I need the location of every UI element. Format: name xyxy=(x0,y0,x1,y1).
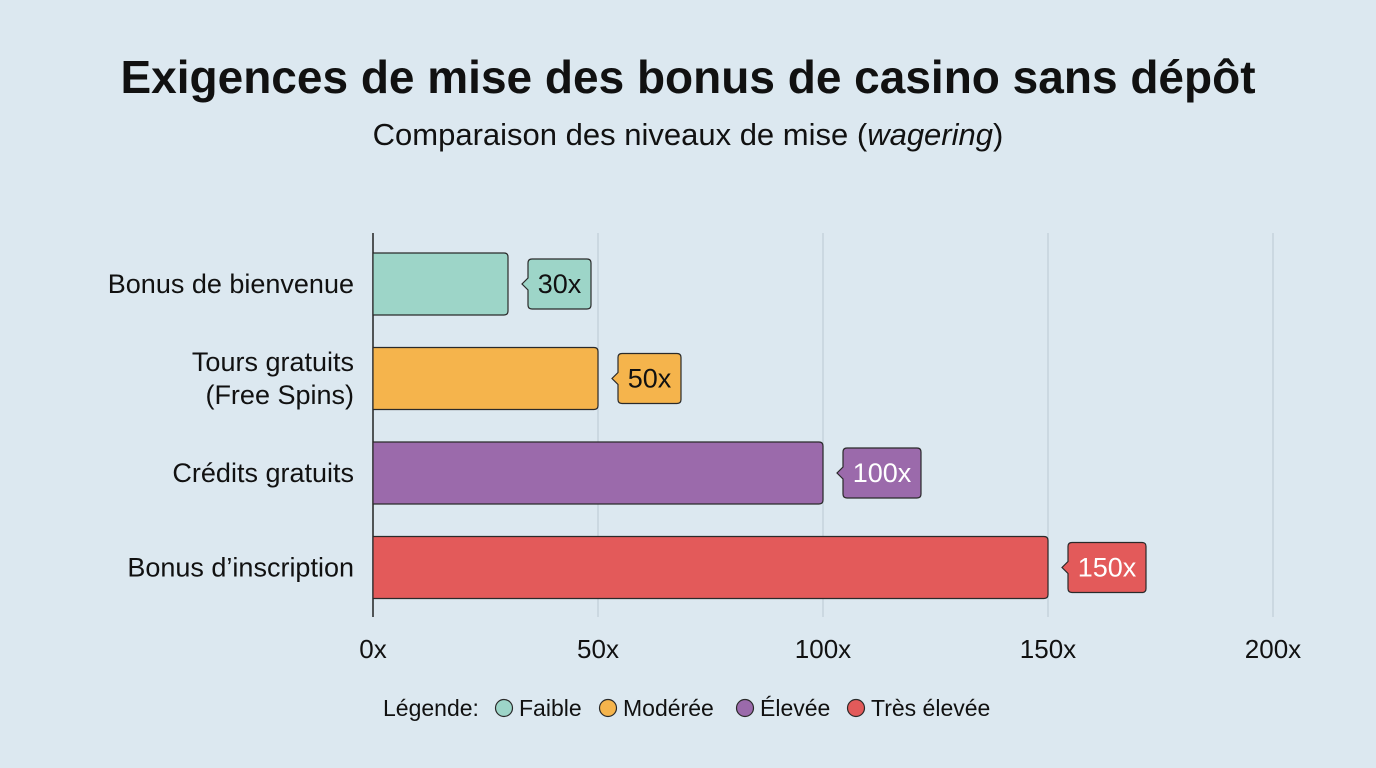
category-label: Bonus de bienvenue xyxy=(108,269,354,299)
subtitle-emphasis: wagering xyxy=(867,117,993,152)
bar-layer xyxy=(372,252,1049,600)
category-labels: Bonus de bienvenue Tours gratuits(Free Sp… xyxy=(108,269,354,583)
value-label: 100x xyxy=(853,458,912,488)
legend-label: Faible xyxy=(519,695,582,721)
subtitle-text: Comparaison des niveaux de mise ( xyxy=(373,117,868,152)
x-tick-label: 100x xyxy=(795,634,851,664)
legend: Légende: Faible Modérée Élevée Très élevée xyxy=(383,695,990,721)
x-tick-label: 0x xyxy=(359,634,386,664)
chart-title: Exigences de mise des bonus de casino sa… xyxy=(120,51,1255,103)
category-label: Crédits gratuits xyxy=(172,458,354,488)
legend-label: Modérée xyxy=(623,695,714,721)
x-tick-label: 50x xyxy=(577,634,619,664)
value-label: 50x xyxy=(628,364,672,394)
legend-swatch xyxy=(494,698,514,718)
x-axis-ticks: 0x 50x 100x 150x 200x xyxy=(359,634,1301,664)
category-label: Tours gratuits xyxy=(192,347,354,377)
bar xyxy=(372,346,599,411)
value-label: 150x xyxy=(1078,553,1137,583)
bar xyxy=(372,441,824,505)
legend-label: Élevée xyxy=(760,695,830,721)
legend-label: Très élevée xyxy=(871,695,990,721)
x-tick-label: 200x xyxy=(1245,634,1301,664)
bar xyxy=(372,535,1049,600)
value-callout xyxy=(521,258,592,310)
legend-swatch xyxy=(846,698,866,718)
subtitle-text-end: ) xyxy=(993,117,1003,152)
legend-swatch xyxy=(598,698,618,718)
value-callout xyxy=(1061,541,1147,594)
value-labels: 30x 50x 100x 150x xyxy=(521,258,1147,594)
chart-subtitle: Comparaison des niveaux de mise (wagerin… xyxy=(373,117,1004,152)
legend-title: Légende: xyxy=(383,695,479,721)
x-tick-label: 150x xyxy=(1020,634,1076,664)
category-label: Bonus d’inscription xyxy=(127,553,354,583)
bar xyxy=(372,252,509,316)
value-label: 30x xyxy=(538,269,582,299)
category-label: (Free Spins) xyxy=(205,380,354,410)
value-callout xyxy=(836,447,922,499)
legend-swatch xyxy=(735,698,755,718)
value-callout xyxy=(611,352,682,405)
